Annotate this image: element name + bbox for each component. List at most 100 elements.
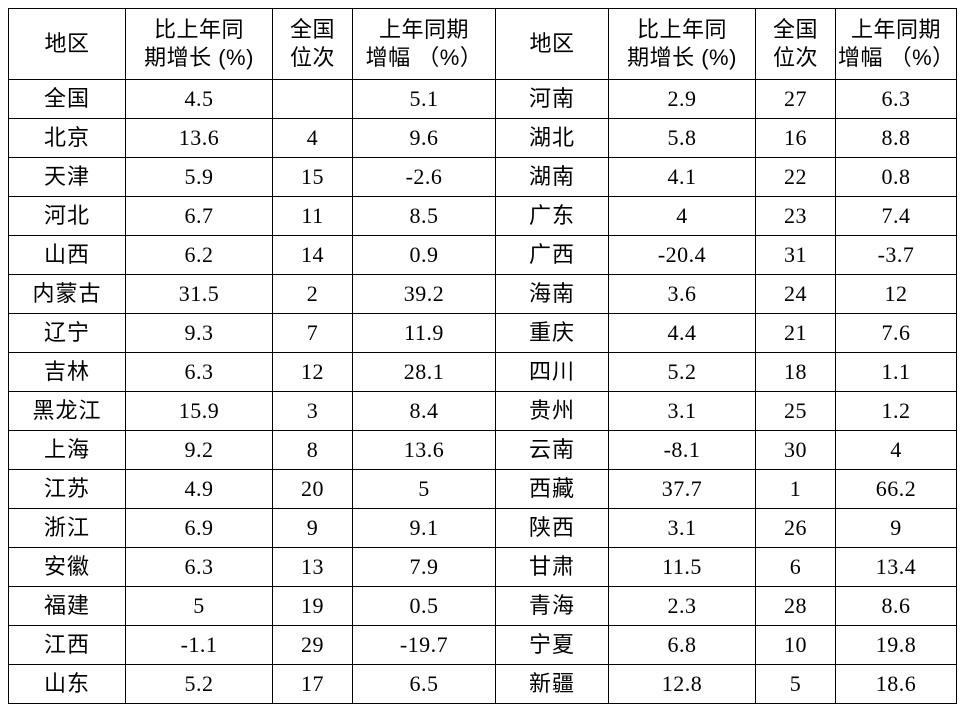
header-cell-region-right: 地区 bbox=[495, 8, 609, 80]
table-row: 浙江 6.9 9 9.1 陕西 3.1 26 9 bbox=[8, 508, 957, 548]
cell-region-left: 安徽 bbox=[8, 547, 126, 587]
cell-growth-left: 6.2 bbox=[125, 235, 273, 275]
header-line-2: 期增长 (%) bbox=[627, 45, 737, 70]
cell-rank-right: 28 bbox=[755, 586, 836, 626]
cell-prior-left: 8.5 bbox=[352, 196, 496, 236]
cell-growth-left: 4.5 bbox=[125, 79, 273, 119]
table-row: 内蒙古 31.5 2 39.2 海南 3.6 24 12 bbox=[8, 274, 957, 314]
header-line-2: 位次 bbox=[289, 45, 335, 70]
cell-region-right: 四川 bbox=[495, 352, 609, 392]
header-line-1: 比上年同 bbox=[153, 16, 244, 42]
cell-region-left: 上海 bbox=[8, 430, 126, 470]
cell-rank-left: 4 bbox=[272, 118, 353, 158]
table-body: 全国 4.5 5.1 河南 2.9 27 6.3 北京 13.6 4 9.6 湖北 5.8 16 8.8 天津… bbox=[8, 79, 957, 704]
cell-prior-right: 18.6 bbox=[835, 664, 957, 704]
header-cell-rank-right: 全国 位次 bbox=[755, 8, 836, 80]
cell-prior-right: 66.2 bbox=[835, 469, 957, 509]
cell-rank-right: 1 bbox=[755, 469, 836, 509]
cell-growth-right: 3.1 bbox=[608, 508, 756, 548]
cell-region-left: 江苏 bbox=[8, 469, 126, 509]
cell-prior-left: 39.2 bbox=[352, 274, 496, 314]
cell-prior-left: 28.1 bbox=[352, 352, 496, 392]
cell-growth-left: 5.2 bbox=[125, 664, 273, 704]
cell-growth-right: 3.6 bbox=[608, 274, 756, 314]
cell-prior-left: -19.7 bbox=[352, 625, 496, 665]
cell-region-right: 甘肃 bbox=[495, 547, 609, 587]
cell-rank-left: 29 bbox=[272, 625, 353, 665]
header-row: 地区 比上年同 期增长 (%) 全国 位次 bbox=[8, 8, 957, 80]
cell-rank-left: 7 bbox=[272, 313, 353, 353]
cell-region-left: 北京 bbox=[8, 118, 126, 158]
cell-region-right: 海南 bbox=[495, 274, 609, 314]
cell-rank-left: 17 bbox=[272, 664, 353, 704]
table-row: 黑龙江 15.9 3 8.4 贵州 3.1 25 1.2 bbox=[8, 391, 957, 431]
cell-region-left: 内蒙古 bbox=[8, 274, 126, 314]
cell-prior-left: 9.1 bbox=[352, 508, 496, 548]
header-cell-region-left: 地区 bbox=[8, 8, 126, 80]
cell-growth-left: 13.6 bbox=[125, 118, 273, 158]
cell-prior-left: 5 bbox=[352, 469, 496, 509]
cell-growth-left: 4.9 bbox=[125, 469, 273, 509]
cell-rank-right: 18 bbox=[755, 352, 836, 392]
regional-growth-table: 地区 比上年同 期增长 (%) 全国 位次 bbox=[8, 8, 957, 704]
cell-prior-right: 4 bbox=[835, 430, 957, 470]
cell-region-left: 山东 bbox=[8, 664, 126, 704]
cell-rank-left: 15 bbox=[272, 157, 353, 197]
cell-region-right: 广西 bbox=[495, 235, 609, 275]
header-line-2: 增幅 （%） bbox=[365, 45, 483, 70]
cell-rank-right: 5 bbox=[755, 664, 836, 704]
cell-growth-right: 5.8 bbox=[608, 118, 756, 158]
cell-region-left: 吉林 bbox=[8, 352, 126, 392]
cell-region-right: 新疆 bbox=[495, 664, 609, 704]
table-row: 福建 5 19 0.5 青海 2.3 28 8.6 bbox=[8, 586, 957, 626]
cell-prior-right: 0.8 bbox=[835, 157, 957, 197]
cell-prior-right: -3.7 bbox=[835, 235, 957, 275]
cell-region-right: 陕西 bbox=[495, 508, 609, 548]
cell-rank-right: 21 bbox=[755, 313, 836, 353]
cell-growth-left: -1.1 bbox=[125, 625, 273, 665]
cell-growth-right: 5.2 bbox=[608, 352, 756, 392]
cell-prior-right: 19.8 bbox=[835, 625, 957, 665]
cell-growth-left: 5.9 bbox=[125, 157, 273, 197]
cell-region-left: 浙江 bbox=[8, 508, 126, 548]
cell-prior-left: 8.4 bbox=[352, 391, 496, 431]
cell-growth-right: 37.7 bbox=[608, 469, 756, 509]
cell-region-left: 福建 bbox=[8, 586, 126, 626]
cell-rank-right: 22 bbox=[755, 157, 836, 197]
cell-growth-left: 6.9 bbox=[125, 508, 273, 548]
cell-prior-right: 1.2 bbox=[835, 391, 957, 431]
header-line-1: 上年同期 bbox=[850, 16, 941, 42]
cell-growth-left: 6.7 bbox=[125, 196, 273, 236]
table-row: 山东 5.2 17 6.5 新疆 12.8 5 18.6 bbox=[8, 664, 957, 704]
cell-growth-right: 11.5 bbox=[608, 547, 756, 587]
cell-growth-right: -20.4 bbox=[608, 235, 756, 275]
cell-region-left: 河北 bbox=[8, 196, 126, 236]
cell-prior-left: 9.6 bbox=[352, 118, 496, 158]
cell-region-right: 西藏 bbox=[495, 469, 609, 509]
cell-rank-left bbox=[272, 79, 353, 119]
cell-rank-right: 10 bbox=[755, 625, 836, 665]
cell-growth-right: 12.8 bbox=[608, 664, 756, 704]
cell-prior-left: 7.9 bbox=[352, 547, 496, 587]
header-cell-growth-right: 比上年同 期增长 (%) bbox=[608, 8, 756, 80]
cell-rank-right: 16 bbox=[755, 118, 836, 158]
cell-region-right: 青海 bbox=[495, 586, 609, 626]
table-header: 地区 比上年同 期增长 (%) 全国 位次 bbox=[8, 8, 957, 80]
table-row: 江苏 4.9 20 5 西藏 37.7 1 66.2 bbox=[8, 469, 957, 509]
cell-rank-left: 9 bbox=[272, 508, 353, 548]
cell-growth-left: 31.5 bbox=[125, 274, 273, 314]
table-row: 全国 4.5 5.1 河南 2.9 27 6.3 bbox=[8, 79, 957, 119]
cell-prior-right: 13.4 bbox=[835, 547, 957, 587]
cell-growth-left: 6.3 bbox=[125, 547, 273, 587]
cell-growth-left: 9.3 bbox=[125, 313, 273, 353]
cell-region-right: 河南 bbox=[495, 79, 609, 119]
cell-rank-left: 14 bbox=[272, 235, 353, 275]
header-cell-rank-left: 全国 位次 bbox=[272, 8, 353, 80]
cell-region-right: 广东 bbox=[495, 196, 609, 236]
cell-region-right: 云南 bbox=[495, 430, 609, 470]
cell-region-left: 全国 bbox=[8, 79, 126, 119]
table-row: 上海 9.2 8 13.6 云南 -8.1 30 4 bbox=[8, 430, 957, 470]
cell-region-left: 黑龙江 bbox=[8, 391, 126, 431]
cell-growth-right: -8.1 bbox=[608, 430, 756, 470]
header-line-1: 全国 bbox=[289, 16, 335, 42]
